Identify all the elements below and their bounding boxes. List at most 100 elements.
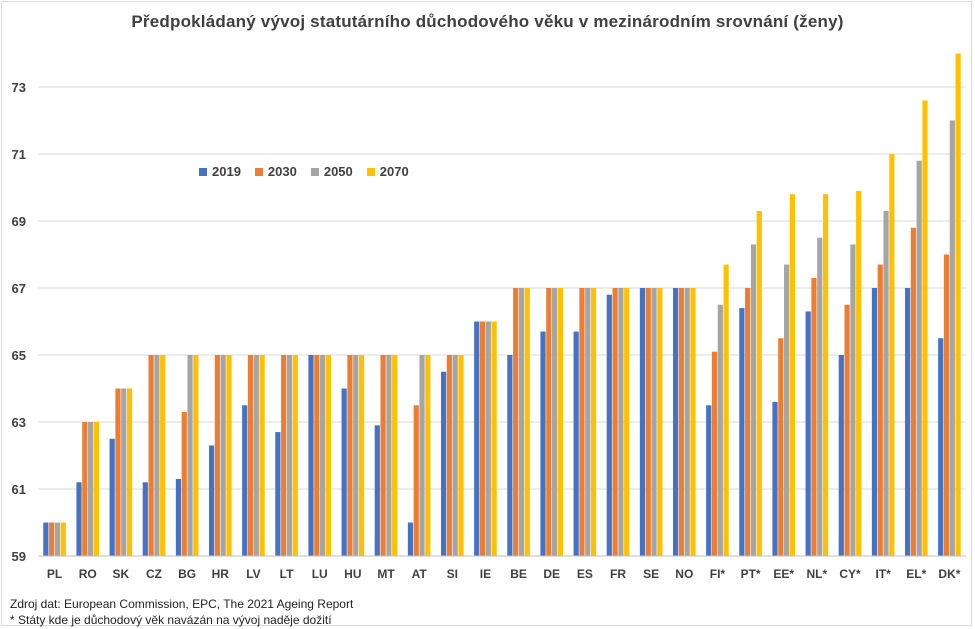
bar-2070-SI	[458, 355, 464, 556]
bar-2050-IT	[883, 210, 889, 556]
bar-2019-EL	[904, 288, 911, 556]
bar-2070-EL	[922, 100, 928, 557]
bar-2019-DE	[540, 331, 546, 556]
legend-item-2030: 2030	[254, 164, 297, 179]
bar-2030-IE	[479, 321, 486, 556]
bar-2030-AT	[413, 405, 419, 556]
bar-2050-DE	[552, 288, 558, 556]
bar-2019-AT	[407, 522, 414, 556]
y-tick-label: 65	[12, 348, 26, 363]
bar-2070-BE	[524, 288, 530, 556]
bar-2030-MT	[380, 355, 386, 556]
legend-label: 2030	[267, 164, 297, 179]
x-tick-label: PL	[47, 567, 62, 581]
bar-2030-PL	[49, 522, 55, 556]
bar-2050-EE	[784, 264, 790, 556]
bar-2070-FI	[723, 264, 729, 556]
bar-2070-CZ	[160, 355, 166, 556]
x-tick-label: BE	[510, 567, 527, 581]
bar-2019-HR	[208, 445, 215, 556]
bar-2050-BG	[187, 355, 193, 556]
bar-2050-FI	[717, 304, 723, 556]
bar-2050-FR	[618, 288, 624, 556]
bar-2030-NO	[678, 288, 684, 556]
bar-2030-FR	[612, 288, 618, 556]
bar-2050-MT	[386, 355, 392, 556]
footnote-line: * Státy kde je důchodový věk navázán na …	[10, 613, 332, 627]
bar-2070-IE	[491, 321, 497, 556]
bar-2030-HU	[347, 355, 353, 556]
x-tick-label: SI	[447, 567, 458, 581]
x-tick-label: LT	[280, 567, 294, 581]
x-tick-label: IT*	[875, 567, 891, 581]
bar-2019-LT	[275, 432, 281, 556]
bar-2019-MT	[374, 425, 380, 556]
x-tick-label: DK*	[938, 567, 960, 581]
y-tick-label: 63	[12, 415, 26, 430]
bar-2070-EE	[789, 194, 796, 556]
x-tick-label: LV	[246, 567, 260, 581]
bar-2019-EE	[772, 401, 778, 556]
bar-2050-SK	[121, 388, 127, 556]
x-tick-label: ES	[577, 567, 593, 581]
legend-item-2019: 2019	[199, 164, 241, 179]
bar-2030-LV	[247, 355, 254, 556]
y-tick-label: 71	[12, 147, 26, 162]
bar-2030-LU	[314, 355, 320, 556]
bar-2070-SK	[126, 388, 133, 556]
bar-2070-ES	[590, 288, 597, 556]
bar-2030-SE	[645, 288, 651, 556]
bar-2030-ES	[579, 288, 585, 556]
bar-2070-DE	[557, 288, 564, 556]
legend-swatch	[366, 167, 375, 176]
bar-2030-DE	[546, 288, 552, 556]
bar-2070-PL	[60, 522, 66, 556]
legend-label: 2070	[379, 164, 409, 179]
bar-2070-LV	[259, 355, 265, 556]
bar-2019-IE	[474, 321, 480, 556]
x-tick-label: EL*	[906, 567, 926, 581]
x-tick-label: BG	[178, 567, 196, 581]
x-tick-label: SK	[113, 567, 130, 581]
legend-swatch	[199, 167, 207, 176]
x-tick-label: MT	[377, 567, 395, 581]
bar-2070-FR	[624, 288, 630, 556]
bar-2019-LV	[242, 405, 248, 556]
bar-2050-EL	[916, 160, 922, 556]
bar-2019-DK	[938, 338, 944, 556]
bar-2019-SK	[109, 438, 115, 556]
bar-2030-CY	[844, 304, 850, 556]
bar-2030-BG	[181, 411, 187, 556]
bar-2070-SE	[657, 288, 663, 556]
x-tick-label: HU	[344, 567, 361, 581]
bar-2070-HR	[226, 355, 232, 556]
bar-2019-FI	[706, 405, 712, 556]
bar-2019-FR	[606, 294, 612, 556]
bar-2050-LU	[320, 355, 326, 556]
source-note: Zdroj dat: European Commission, EPC, The…	[10, 596, 353, 628]
bar-2050-PL	[54, 522, 61, 556]
bar-2019-SI	[440, 371, 447, 556]
bar-2050-SI	[452, 355, 458, 556]
bar-2050-PT	[750, 244, 757, 556]
bar-2019-NL	[805, 311, 811, 556]
x-tick-label: CY*	[839, 567, 861, 581]
y-tick-label: 61	[12, 482, 26, 497]
x-tick-label: FI*	[710, 567, 726, 581]
x-tick-label: EE*	[773, 567, 794, 581]
bar-2050-NO	[684, 288, 690, 556]
x-tick-label: RO	[79, 567, 97, 581]
bar-2019-ES	[573, 331, 579, 556]
bar-2019-HU	[341, 388, 347, 556]
bar-2070-AT	[425, 355, 431, 556]
bar-2019-CY	[838, 355, 844, 556]
bar-2070-HU	[358, 355, 365, 556]
bar-2050-RO	[88, 422, 94, 556]
x-tick-label: PT*	[741, 567, 761, 581]
bar-2050-HU	[353, 355, 359, 556]
bar-2019-RO	[76, 482, 82, 556]
bar-2050-HR	[220, 355, 226, 556]
bar-2030-BE	[513, 288, 519, 556]
bar-2030-HR	[214, 355, 220, 556]
